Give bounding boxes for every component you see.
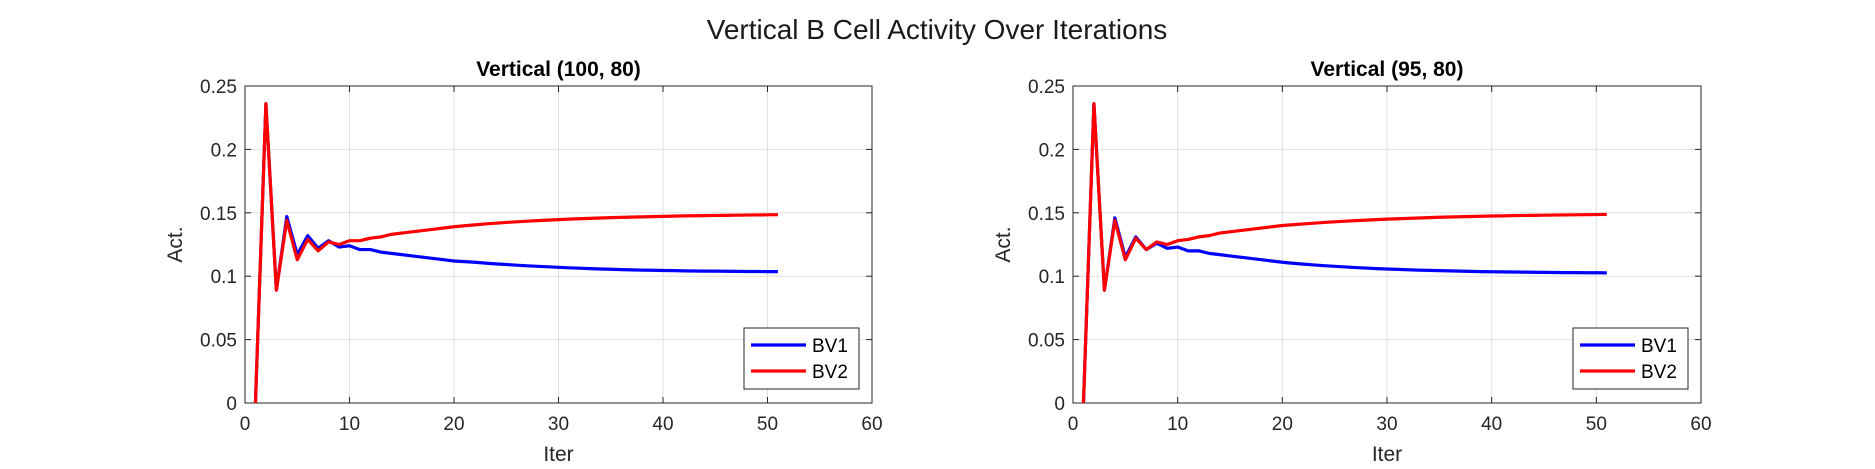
x-tick-label: 0 [240,414,251,435]
plot-title: Vertical (95, 80) [1311,58,1464,81]
x-tick-label: 20 [1272,414,1293,435]
y-tick-label: 0.15 [200,204,237,225]
plot-1: 0 10 20 30 40 50 60 0 0.05 0.1 0.15 0.2 0.25 Vertical… [164,58,883,466]
legend-box [1572,327,1689,390]
y-tick-label: 0.1 [211,267,237,288]
series-line-bv2 [1081,102,1607,404]
x-tick-label: 10 [339,414,360,435]
y-tick-label: 0.05 [1028,331,1065,352]
x-tick-label: 50 [757,414,778,435]
x-axis-label: Iter [1372,443,1402,466]
y-tick-label: 0.05 [200,331,237,352]
x-tick-label: 30 [548,414,569,435]
x-tick-label: 40 [1481,414,1502,435]
y-axis-label: Act. [992,226,1015,262]
x-tick-label: 40 [652,414,673,435]
legend-label-bv1: BV1 [1641,336,1677,357]
y-tick-label: 0 [226,394,237,415]
x-tick-label: 60 [1690,414,1711,435]
y-axis-label: Act. [164,226,187,262]
y-tick-label: 0.25 [200,77,237,98]
x-tick-label: 50 [1586,414,1607,435]
x-tick-label: 30 [1376,414,1397,435]
legend-box [743,327,860,390]
y-tick-label: 0.25 [1028,77,1065,98]
y-tick-label: 0.15 [1028,204,1065,225]
legend-label-bv2: BV2 [812,362,848,383]
y-tick-label: 0.2 [211,140,237,161]
figure-title: Vertical B Cell Activity Over Iterations [707,14,1168,45]
y-tick-label: 0.2 [1039,140,1065,161]
y-tick-label: 0 [1054,394,1065,415]
plot-title: Vertical (100, 80) [476,58,641,81]
x-tick-label: 10 [1167,414,1188,435]
y-tick-label: 0.1 [1039,267,1065,288]
series-line-bv1 [253,102,778,404]
legend-label-bv1: BV1 [812,336,848,357]
axes-frame [1072,85,1702,404]
series-line-bv2 [253,102,778,404]
series-line-bv1 [1081,102,1607,404]
axes-frame [244,85,873,404]
x-tick-label: 60 [861,414,882,435]
x-tick-label: 0 [1068,414,1079,435]
legend-label-bv2: BV2 [1641,362,1677,383]
plot-2: 0 10 20 30 40 50 60 0 0.05 0.1 0.15 0.2 0.25 Vertical… [992,58,1712,466]
x-tick-label: 20 [443,414,464,435]
x-axis-label: Iter [543,443,573,466]
plots: 0 10 20 30 40 50 60 0 0.05 0.1 0.15 0.2 0.25 Vertical… [164,58,1712,466]
